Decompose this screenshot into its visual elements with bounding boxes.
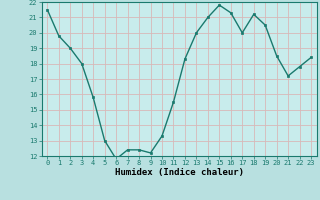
X-axis label: Humidex (Indice chaleur): Humidex (Indice chaleur) bbox=[115, 168, 244, 177]
